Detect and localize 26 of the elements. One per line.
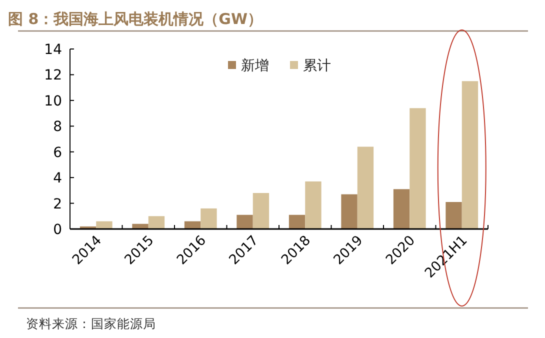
bar: [288, 214, 306, 229]
bar: [341, 194, 358, 229]
bar: [393, 189, 410, 229]
y-tick-label: 10: [44, 93, 62, 110]
bar: [357, 146, 374, 229]
bar: [96, 221, 112, 229]
bar: [410, 108, 426, 229]
bar: [236, 214, 253, 229]
bar: [252, 193, 270, 229]
bar: [184, 221, 201, 229]
y-tick-label: 4: [53, 170, 62, 187]
text: 资料来源：国家能源局: [26, 316, 156, 331]
bar: [200, 208, 217, 229]
bar: [446, 202, 462, 229]
legend-label: 新增: [241, 58, 269, 74]
y-tick-label: 0: [53, 222, 62, 238]
bar: [462, 81, 478, 229]
y-tick-label: 6: [53, 144, 62, 161]
bar: [148, 216, 165, 229]
chart-title: 图 8：我国海上风电装机情况（GW）: [8, 10, 263, 28]
bar: [305, 181, 322, 229]
y-tick-label: 12: [44, 68, 62, 84]
legend-label: 累计: [303, 58, 331, 74]
y-tick-label: 14: [44, 42, 62, 58]
y-tick-label: 2: [53, 196, 62, 212]
y-tick-label: 8: [53, 119, 62, 136]
